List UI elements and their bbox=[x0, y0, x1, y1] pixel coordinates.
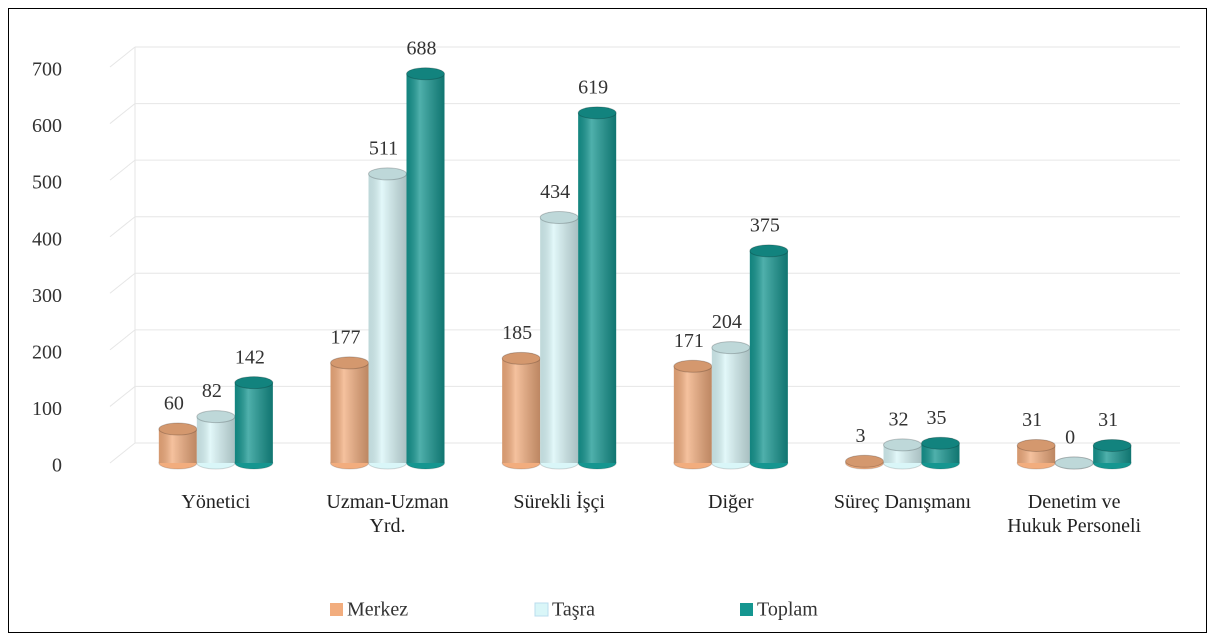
bar-top-shade bbox=[1055, 457, 1094, 469]
x-tick-label: Sürekli İşçi bbox=[513, 491, 605, 513]
value-label: 619 bbox=[578, 76, 608, 98]
y-tick-label: 400 bbox=[32, 228, 62, 250]
bar-top-shade bbox=[330, 356, 369, 369]
y-tick-label: 0 bbox=[52, 455, 62, 477]
bar-top-shade bbox=[158, 423, 197, 436]
x-tick-label: Süreç Danışmanı bbox=[833, 491, 972, 513]
x-tick-label: Uzman-Uzman Yrd. bbox=[326, 491, 449, 537]
bar-top-shade bbox=[711, 341, 750, 354]
legend-swatch bbox=[534, 602, 549, 617]
bar-shade bbox=[673, 366, 712, 463]
bar-top bbox=[406, 67, 445, 81]
frame bbox=[8, 8, 1207, 633]
value-label: 31 bbox=[1022, 409, 1042, 431]
bar-shade bbox=[540, 217, 579, 463]
y-tick-label: 100 bbox=[32, 398, 62, 420]
value-label: 688 bbox=[407, 37, 437, 59]
bar-shade bbox=[711, 347, 750, 463]
bar-top-shade bbox=[1017, 439, 1056, 452]
value-label: 0 bbox=[1065, 427, 1075, 449]
bar-top-shade bbox=[1093, 439, 1132, 452]
bar-shade bbox=[502, 358, 541, 463]
bar-shade bbox=[234, 382, 273, 463]
value-label: 60 bbox=[164, 393, 184, 415]
y-tick-label: 600 bbox=[32, 115, 62, 137]
bar-shade bbox=[196, 416, 235, 463]
bar-top-shade bbox=[673, 360, 712, 373]
value-label: 511 bbox=[369, 138, 398, 160]
bar-top-shade bbox=[234, 376, 273, 389]
bar-top-shade bbox=[196, 410, 235, 423]
value-label: 31 bbox=[1098, 409, 1118, 431]
value-label: 32 bbox=[889, 408, 909, 430]
legend-swatch bbox=[740, 603, 753, 616]
y-tick-label: 700 bbox=[32, 59, 62, 81]
grid-line bbox=[109, 159, 136, 181]
bar-top-shade bbox=[921, 437, 960, 450]
grid-line bbox=[109, 329, 136, 351]
grid-line bbox=[109, 272, 136, 294]
value-label: 82 bbox=[202, 380, 222, 402]
value-label: 177 bbox=[331, 326, 361, 348]
bar-top bbox=[234, 376, 274, 390]
x-tick-label: Denetim ve Hukuk Personeli bbox=[1007, 491, 1142, 537]
bar-top-shade bbox=[540, 211, 579, 224]
value-label: 204 bbox=[712, 311, 742, 333]
legend-label: Merkez bbox=[347, 599, 408, 621]
y-tick-label: 200 bbox=[32, 341, 62, 363]
bar-top-shade bbox=[845, 455, 884, 468]
grid-line bbox=[109, 103, 136, 124]
grid-line bbox=[109, 386, 136, 407]
legend-label: Toplam bbox=[757, 599, 818, 621]
x-tick-label: Yönetici bbox=[181, 491, 251, 513]
bar-top bbox=[749, 244, 789, 258]
legend-label: Taşra bbox=[552, 599, 595, 621]
bar-top-shade bbox=[578, 106, 617, 119]
y-tick-label: 300 bbox=[32, 285, 62, 307]
bar-top-shade bbox=[502, 352, 541, 365]
bar-top bbox=[577, 106, 617, 120]
bar-shade bbox=[578, 112, 617, 463]
value-label: 35 bbox=[927, 407, 947, 429]
bar-top-shade bbox=[406, 67, 445, 80]
value-label: 185 bbox=[502, 322, 532, 344]
value-label: 171 bbox=[674, 330, 704, 352]
value-label: 3 bbox=[856, 425, 866, 447]
bar-shade bbox=[330, 362, 369, 463]
grid-line bbox=[109, 216, 136, 238]
y-tick-label: 500 bbox=[32, 172, 62, 194]
value-label: 375 bbox=[750, 214, 780, 236]
bar-top bbox=[1092, 438, 1132, 452]
legend-swatch bbox=[330, 603, 343, 616]
bar-top bbox=[921, 436, 960, 450]
bar-top-shade bbox=[368, 167, 407, 180]
bar-top bbox=[1016, 438, 1056, 452]
bar-top-shade bbox=[749, 244, 788, 257]
value-label: 142 bbox=[235, 346, 265, 368]
value-label: 434 bbox=[540, 181, 570, 203]
bar-shade bbox=[406, 73, 445, 463]
bar-shade bbox=[368, 173, 407, 464]
grid-line bbox=[109, 442, 136, 464]
grid-line bbox=[109, 46, 136, 68]
x-tick-label: Diğer bbox=[708, 491, 754, 513]
bar-top-shade bbox=[883, 438, 922, 451]
bar-shade bbox=[749, 250, 788, 463]
